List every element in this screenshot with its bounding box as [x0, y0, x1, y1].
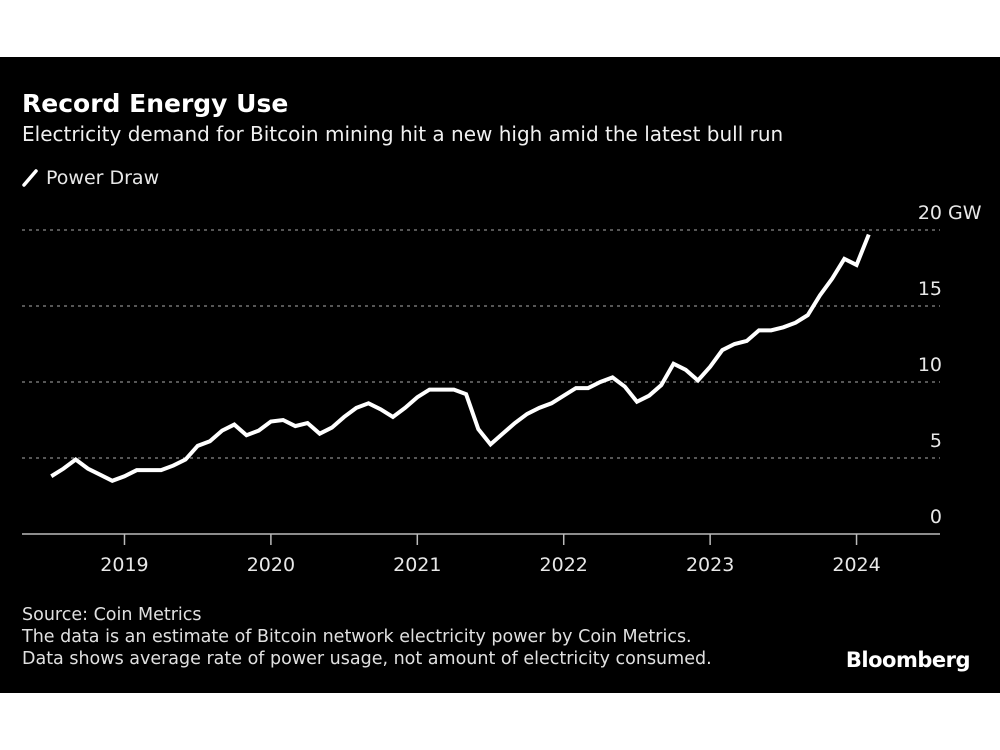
- line-chart: 0 5 10 15 20 GW 2019 2020 2021 2022 2023 2024: [22, 202, 982, 576]
- y-tick-label: 0: [930, 506, 942, 528]
- chart-panel: 0 5 10 15 20 GW 2019 2020 2021 2022 2023 2024 Recor…: [0, 57, 1000, 693]
- source-note: Source: Coin Metrics: [22, 605, 202, 625]
- y-tick-label: 10: [918, 354, 942, 376]
- bloomberg-logo: Bloomberg: [845, 648, 971, 672]
- y-tick-label: 20: [918, 202, 942, 224]
- x-tick-label: 2022: [540, 554, 588, 576]
- chart-title: Record Energy Use: [22, 89, 289, 118]
- chart-subtitle: Electricity demand for Bitcoin mining hi…: [22, 122, 784, 146]
- footnote-1: The data is an estimate of Bitcoin netwo…: [22, 627, 692, 647]
- x-tick-label: 2021: [393, 554, 441, 576]
- legend-label: Power Draw: [46, 167, 160, 189]
- x-tick-label: 2019: [100, 554, 148, 576]
- footer: Source: Coin Metrics The data is an esti…: [22, 604, 712, 670]
- x-tick-label: 2020: [247, 554, 295, 576]
- x-tick-label: 2024: [832, 554, 880, 576]
- x-tick-label: 2023: [686, 554, 734, 576]
- legend: Power Draw: [22, 167, 159, 189]
- y-tick-label: 5: [930, 430, 942, 452]
- legend-line-icon: [22, 169, 38, 187]
- series-line-power-draw: [50, 233, 871, 483]
- footnote-2: Data shows average rate of power usage, …: [22, 649, 712, 669]
- y-unit-label: GW: [948, 202, 982, 224]
- y-tick-label: 15: [918, 278, 942, 300]
